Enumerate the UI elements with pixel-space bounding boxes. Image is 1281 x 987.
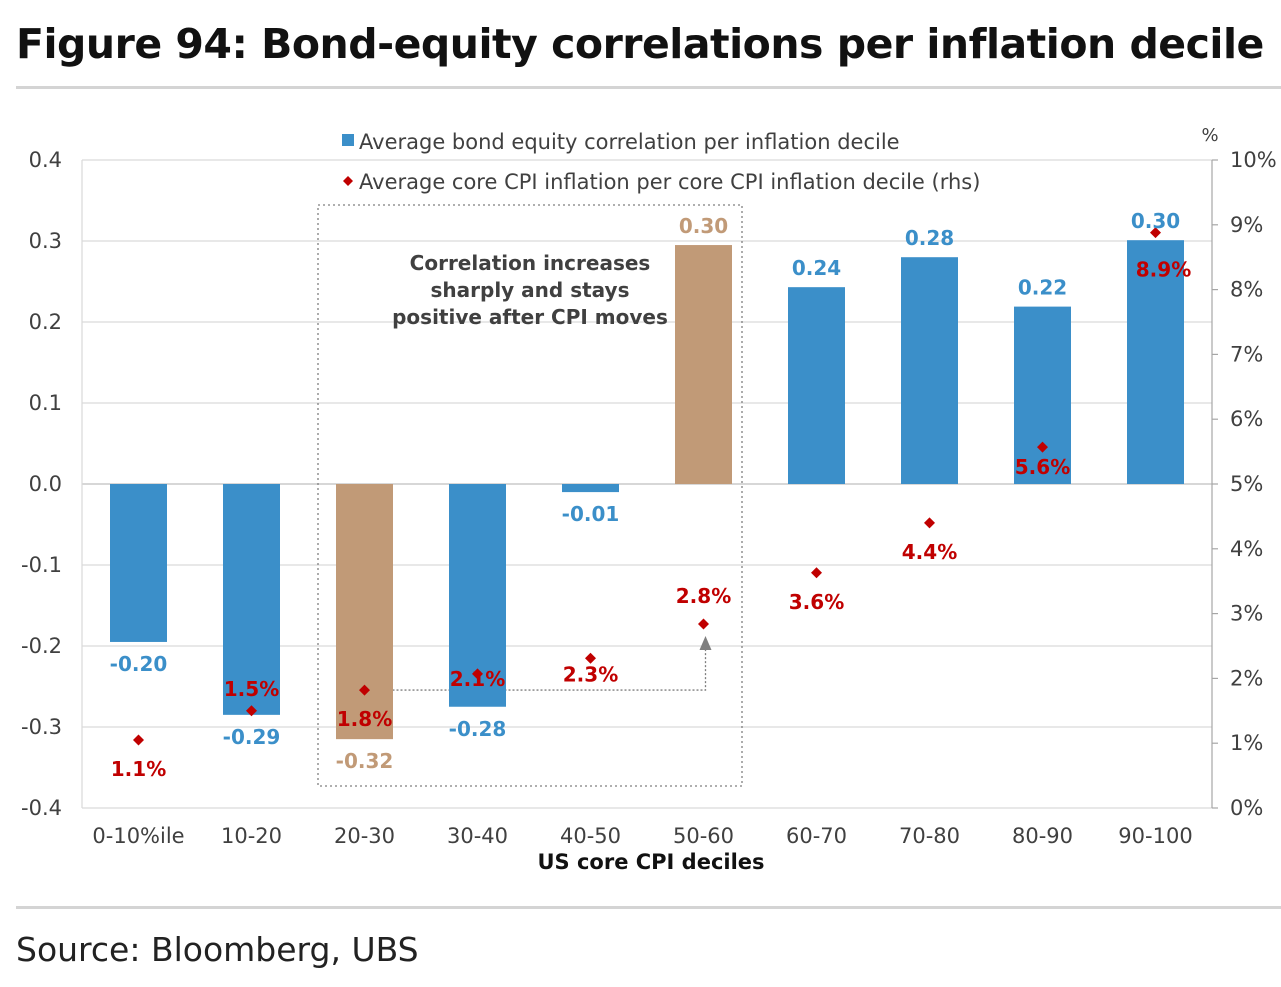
- category-label: 0-10%ile: [92, 824, 184, 848]
- cpi-value-label: 4.4%: [902, 540, 957, 564]
- left-tick-label: 0.2: [29, 310, 62, 334]
- bar-value-label: 0.28: [905, 226, 954, 250]
- cpi-value-label: 1.8%: [337, 707, 392, 731]
- correlation-bar: [110, 484, 167, 642]
- cpi-value-label: 2.1%: [450, 667, 505, 691]
- x-axis-title: US core CPI deciles: [537, 850, 764, 874]
- annotation-arrow-head: [699, 635, 712, 650]
- cpi-value-label: 1.5%: [224, 677, 279, 701]
- category-label: 60-70: [786, 824, 847, 848]
- cpi-marker: [246, 705, 257, 717]
- legend: Average bond equity correlation per infl…: [342, 130, 980, 194]
- bar-series: [110, 240, 1184, 740]
- bar-value-label: -0.32: [336, 749, 394, 773]
- cpi-marker: [811, 567, 822, 579]
- right-tick-label: 1%: [1230, 731, 1263, 755]
- bar-value-label: -0.29: [223, 725, 281, 749]
- right-tick-label: 8%: [1230, 278, 1263, 302]
- x-axis-categories: 0-10%ile 10-20 20-30 30-40 40-50 50-60 60-70 70…: [92, 824, 1192, 848]
- cpi-value-label: 1.1%: [111, 757, 166, 781]
- bar-value-label: -0.20: [110, 652, 168, 676]
- left-tick-label: 0.3: [29, 229, 62, 253]
- rhs-unit-label: %: [1201, 125, 1218, 146]
- annotation-text-line: Correlation increases: [410, 251, 651, 275]
- right-tick-label: 3%: [1230, 602, 1263, 626]
- left-tick-label: -0.1: [21, 553, 62, 577]
- category-label: 90-100: [1118, 824, 1192, 848]
- correlation-bar: [562, 484, 619, 493]
- bar-value-label: 0.24: [792, 256, 841, 280]
- category-label: 20-30: [334, 824, 395, 848]
- bar-value-label: 0.30: [1131, 209, 1180, 233]
- right-tick-label: 6%: [1230, 407, 1263, 431]
- title-divider: [16, 86, 1281, 89]
- category-label: 80-90: [1012, 824, 1073, 848]
- correlation-bar: [223, 484, 280, 715]
- correlation-bar: [1127, 240, 1184, 484]
- cpi-marker-series: [133, 227, 1161, 746]
- category-label: 40-50: [560, 824, 621, 848]
- right-tick-label: 7%: [1230, 342, 1263, 366]
- cpi-marker: [1037, 441, 1048, 453]
- cpi-marker: [698, 618, 709, 630]
- right-tick-label: 2%: [1230, 666, 1263, 690]
- left-axis-ticks: 0.4 0.3 0.2 0.1 0.0 -0.1 -0.2 -0.3 -0.4: [21, 148, 62, 820]
- left-tick-label: -0.3: [21, 715, 62, 739]
- right-tick-label: 9%: [1230, 213, 1263, 237]
- legend-label-bar: Average bond equity correlation per infl…: [359, 130, 900, 154]
- cpi-value-label: 5.6%: [1015, 455, 1070, 479]
- correlation-bar: [788, 287, 845, 484]
- cpi-value-label: 2.3%: [563, 662, 618, 686]
- left-tick-label: -0.4: [21, 796, 62, 820]
- cpi-value-label: 8.9%: [1136, 258, 1191, 282]
- annotation-box: [317, 204, 743, 787]
- bar-value-label: 0.30: [679, 214, 728, 238]
- right-tick-label: 10%: [1230, 148, 1277, 172]
- category-label: 70-80: [899, 824, 960, 848]
- legend-swatch-bar: [342, 134, 354, 146]
- bar-value-label: 0.22: [1018, 276, 1067, 300]
- category-label: 10-20: [221, 824, 282, 848]
- left-tick-label: 0.4: [29, 148, 62, 172]
- right-tick-label: 0%: [1230, 796, 1263, 820]
- correlation-bar: [336, 484, 393, 740]
- bar-value-label: -0.01: [562, 502, 620, 526]
- annotation-arrow-line: [376, 649, 707, 691]
- annotation-text-line: sharply and stays: [431, 278, 630, 302]
- source-note: Source: Bloomberg, UBS: [16, 930, 419, 969]
- left-tick-label: 0.0: [29, 472, 62, 496]
- cpi-marker: [585, 652, 596, 664]
- category-label: 30-40: [447, 824, 508, 848]
- legend-label-marker: Average core CPI inflation per core CPI …: [359, 170, 980, 194]
- cpi-value-label: 3.6%: [789, 590, 844, 614]
- data-labels: -0.20 -0.29 -0.32 -0.28 -0.01 0.30 0.24 0.28 0.2…: [110, 209, 1192, 781]
- correlation-bar: [675, 245, 732, 484]
- cpi-marker: [133, 734, 144, 746]
- cpi-value-label: 2.8%: [676, 584, 731, 608]
- source-divider: [16, 906, 1281, 909]
- right-tick-label: 5%: [1230, 472, 1263, 496]
- category-label: 50-60: [673, 824, 734, 848]
- cpi-marker: [472, 668, 483, 680]
- right-tick-label: 4%: [1230, 537, 1263, 561]
- bar-value-label: -0.28: [449, 717, 507, 741]
- bond-equity-chart: Correlation increases sharply and stays po…: [21, 125, 1277, 874]
- correlation-bar: [901, 257, 958, 484]
- right-axis-ticks: 10% 9% 8% 7% 6% 5% 4% 3% 2% 1% 0%: [1212, 148, 1277, 820]
- legend-swatch-marker: [343, 176, 353, 186]
- figure-title: Figure 94: Bond-equity correlations per …: [16, 20, 1264, 68]
- left-tick-label: -0.2: [21, 634, 62, 658]
- cpi-marker: [1150, 227, 1161, 239]
- cpi-marker: [924, 517, 935, 529]
- annotation-group: Correlation increases sharply and stays po…: [317, 204, 743, 787]
- annotation-text-line: positive after CPI moves: [392, 305, 668, 329]
- correlation-bar: [1014, 306, 1071, 484]
- cpi-marker: [359, 684, 370, 696]
- left-tick-label: 0.1: [29, 391, 62, 415]
